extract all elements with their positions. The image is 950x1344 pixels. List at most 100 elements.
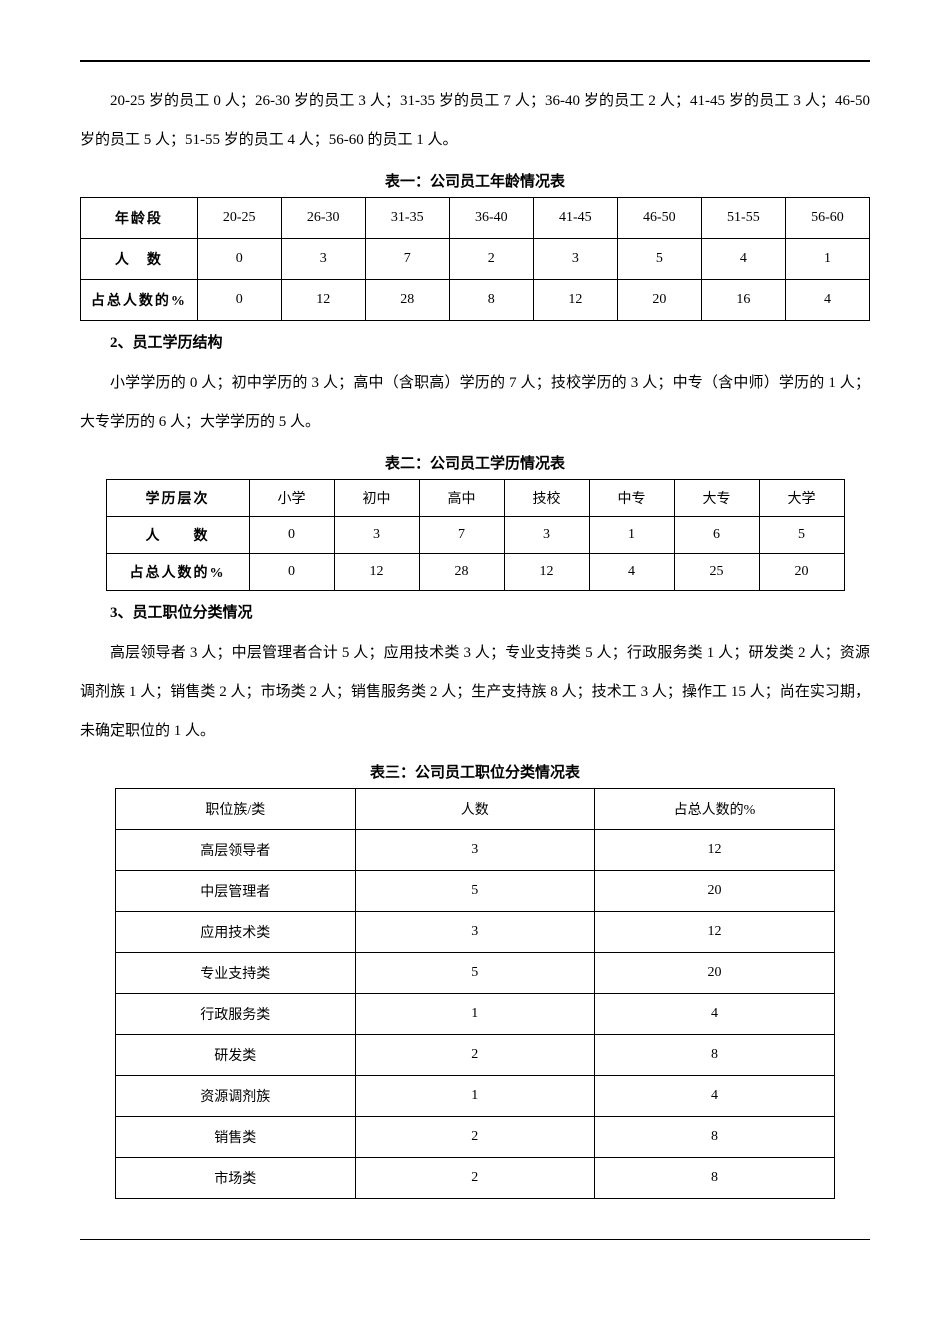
row-label: 人 数 — [106, 517, 249, 554]
cell: 56-60 — [785, 198, 869, 239]
cell: 3 — [355, 830, 594, 871]
cell: 中专 — [589, 480, 674, 517]
cell: 4 — [701, 239, 785, 280]
cell: 3 — [281, 239, 365, 280]
cell: 5 — [617, 239, 701, 280]
table-row: 销售类28 — [116, 1117, 835, 1158]
row-label: 年龄段 — [81, 198, 198, 239]
cell: 1 — [589, 517, 674, 554]
cell: 中层管理者 — [116, 871, 356, 912]
cell: 3 — [334, 517, 419, 554]
cell: 5 — [355, 871, 594, 912]
cell: 12 — [594, 912, 834, 953]
cell: 8 — [594, 1158, 834, 1199]
cell: 4 — [594, 1076, 834, 1117]
cell: 3 — [504, 517, 589, 554]
cell: 46-50 — [617, 198, 701, 239]
cell: 4 — [589, 554, 674, 591]
table-row: 研发类28 — [116, 1035, 835, 1076]
cell: 研发类 — [116, 1035, 356, 1076]
table-age: 年龄段 20-25 26-30 31-35 36-40 41-45 46-50 … — [80, 197, 870, 321]
cell: 28 — [419, 554, 504, 591]
cell: 31-35 — [365, 198, 449, 239]
table-row: 资源调剂族14 — [116, 1076, 835, 1117]
cell: 20-25 — [197, 198, 281, 239]
cell: 28 — [365, 280, 449, 321]
cell: 大学 — [759, 480, 844, 517]
table-row: 职位族/类 人数 占总人数的% — [116, 789, 835, 830]
col-header: 人数 — [355, 789, 594, 830]
cell: 大专 — [674, 480, 759, 517]
cell: 1 — [785, 239, 869, 280]
cell: 6 — [674, 517, 759, 554]
cell: 12 — [533, 280, 617, 321]
col-header: 职位族/类 — [116, 789, 356, 830]
cell: 8 — [449, 280, 533, 321]
table-row: 年龄段 20-25 26-30 31-35 36-40 41-45 46-50 … — [81, 198, 870, 239]
cell: 20 — [594, 953, 834, 994]
table-education: 学历层次 小学 初中 高中 技校 中专 大专 大学 人 数 0 3 7 3 1 … — [106, 479, 845, 591]
section3-head: 3、员工职位分类情况 — [80, 597, 870, 630]
table1-caption: 表一：公司员工年龄情况表 — [80, 170, 870, 191]
cell: 12 — [504, 554, 589, 591]
cell: 12 — [281, 280, 365, 321]
table-position: 职位族/类 人数 占总人数的% 高层领导者312 中层管理者520 应用技术类3… — [115, 788, 835, 1199]
table-row: 行政服务类14 — [116, 994, 835, 1035]
table2-caption: 表二：公司员工学历情况表 — [80, 452, 870, 473]
cell: 0 — [249, 517, 334, 554]
footer-divider — [80, 1239, 870, 1240]
table-row: 占总人数的% 0 12 28 12 4 25 20 — [106, 554, 844, 591]
cell: 12 — [594, 830, 834, 871]
cell: 2 — [355, 1117, 594, 1158]
cell: 高层领导者 — [116, 830, 356, 871]
row-label: 学历层次 — [106, 480, 249, 517]
table-row: 高层领导者312 — [116, 830, 835, 871]
table-row: 应用技术类312 — [116, 912, 835, 953]
table-row: 中层管理者520 — [116, 871, 835, 912]
col-header: 占总人数的% — [594, 789, 834, 830]
table3-caption: 表三：公司员工职位分类情况表 — [80, 761, 870, 782]
cell: 应用技术类 — [116, 912, 356, 953]
row-label: 占总人数的% — [106, 554, 249, 591]
cell: 36-40 — [449, 198, 533, 239]
cell: 7 — [419, 517, 504, 554]
intro-paragraph: 20-25 岁的员工 0 人；26-30 岁的员工 3 人；31-35 岁的员工… — [80, 82, 870, 160]
cell: 25 — [674, 554, 759, 591]
cell: 初中 — [334, 480, 419, 517]
cell: 3 — [533, 239, 617, 280]
row-label: 人 数 — [81, 239, 198, 280]
cell: 12 — [334, 554, 419, 591]
cell: 41-45 — [533, 198, 617, 239]
table-row: 专业支持类520 — [116, 953, 835, 994]
cell: 20 — [594, 871, 834, 912]
page-content: 20-25 岁的员工 0 人；26-30 岁的员工 3 人；31-35 岁的员工… — [80, 60, 870, 1240]
row-label: 占总人数的% — [81, 280, 198, 321]
cell: 26-30 — [281, 198, 365, 239]
table-row: 学历层次 小学 初中 高中 技校 中专 大专 大学 — [106, 480, 844, 517]
cell: 市场类 — [116, 1158, 356, 1199]
cell: 专业支持类 — [116, 953, 356, 994]
cell: 4 — [594, 994, 834, 1035]
cell: 8 — [594, 1117, 834, 1158]
cell: 行政服务类 — [116, 994, 356, 1035]
cell: 0 — [197, 239, 281, 280]
cell: 高中 — [419, 480, 504, 517]
cell: 8 — [594, 1035, 834, 1076]
cell: 4 — [785, 280, 869, 321]
cell: 1 — [355, 1076, 594, 1117]
cell: 20 — [617, 280, 701, 321]
section2-para: 小学学历的 0 人；初中学历的 3 人；高中（含职高）学历的 7 人；技校学历的… — [80, 364, 870, 442]
table-row: 人 数 0 3 7 3 1 6 5 — [106, 517, 844, 554]
cell: 51-55 — [701, 198, 785, 239]
cell: 2 — [449, 239, 533, 280]
table-row: 人 数 0 3 7 2 3 5 4 1 — [81, 239, 870, 280]
cell: 20 — [759, 554, 844, 591]
cell: 16 — [701, 280, 785, 321]
cell: 销售类 — [116, 1117, 356, 1158]
cell: 2 — [355, 1158, 594, 1199]
cell: 资源调剂族 — [116, 1076, 356, 1117]
cell: 7 — [365, 239, 449, 280]
cell: 0 — [249, 554, 334, 591]
cell: 0 — [197, 280, 281, 321]
section2-head: 2、员工学历结构 — [80, 327, 870, 360]
